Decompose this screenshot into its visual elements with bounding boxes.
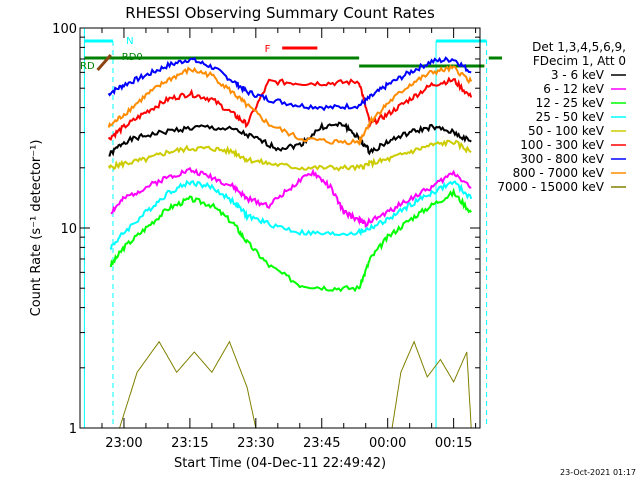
flag-bands-layer: N RD0 RD F: [80, 28, 502, 428]
series-line-25-50-kev: [109, 179, 473, 250]
x-tick-label: 23:45: [303, 436, 340, 451]
chart-title: RHESSI Observing Summary Count Rates: [125, 4, 435, 22]
legend-label: 800 - 7000 keV: [513, 166, 605, 180]
legend-label: 6 - 12 keV: [543, 82, 605, 96]
legend-label: 7000 - 15000 keV: [497, 180, 604, 194]
series-line-100-300-kev: [107, 76, 473, 141]
footer-date: 23-Oct-2021 01:17: [560, 468, 636, 477]
x-tick-label: 00:00: [369, 436, 406, 451]
series-line-6-12-kev: [110, 166, 472, 228]
series-line-800-7000-kev: [107, 64, 473, 147]
y-tick-label: 100: [52, 22, 77, 37]
legend-label: 100 - 300 keV: [520, 138, 604, 152]
legend-label: 25 - 50 keV: [536, 110, 605, 124]
night-flag-label: N: [126, 36, 133, 47]
axis-layer: 1 10 100 23:00 23:15 23:30 23:45 00:00 00:15: [52, 22, 480, 451]
x-axis-label: Start Time (04-Dec-11 22:49:42): [174, 456, 386, 471]
legend: Det 1,3,4,5,6,9,FDecim 1, Att 03 - 6 keV…: [497, 40, 626, 194]
legend-label: 50 - 100 keV: [528, 124, 605, 138]
flare-flag-label: F: [265, 44, 271, 55]
rd-flag-mark: [96, 54, 112, 71]
y-tick-label: 1: [69, 422, 77, 437]
series-line-12-25-kev: [109, 187, 472, 293]
x-tick-label: 23:30: [237, 436, 274, 451]
legend-header: FDecim 1, Att 0: [533, 54, 626, 68]
x-tick-label: 23:00: [105, 436, 142, 451]
x-tick-label: 00:15: [435, 436, 472, 451]
legend-label: 3 - 6 keV: [551, 68, 605, 82]
series-line-50-100-kev: [107, 139, 472, 172]
legend-label: 300 - 800 keV: [520, 152, 604, 166]
legend-label: 12 - 25 keV: [536, 96, 605, 110]
rd0-flag-label: RD0: [122, 52, 143, 63]
y-tick-label: 10: [60, 222, 77, 237]
x-tick-label: 23:15: [171, 436, 208, 451]
series-layer: [107, 56, 473, 429]
y-axis-label: Count Rate (s⁻¹ detector⁻¹): [29, 140, 44, 317]
legend-header: Det 1,3,4,5,6,9,: [532, 40, 626, 54]
rd-flag-label: RD: [80, 61, 95, 72]
series-line-300-800-kev: [107, 56, 472, 112]
